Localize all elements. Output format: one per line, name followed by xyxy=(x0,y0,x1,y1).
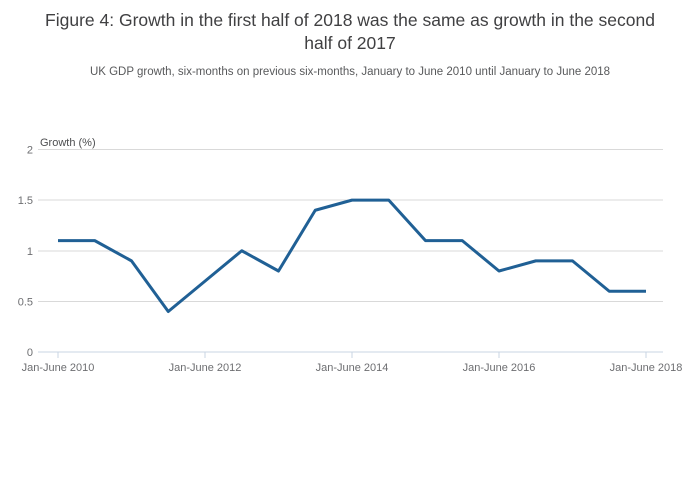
x-tick-label: Jan-June 2014 xyxy=(316,362,389,374)
y-tick-label: 0 xyxy=(27,347,33,359)
x-tick-label: Jan-June 2018 xyxy=(610,362,683,374)
x-tick-label: Jan-June 2016 xyxy=(463,362,536,374)
x-tick-label: Jan-June 2010 xyxy=(22,362,95,374)
y-tick-label: 0.5 xyxy=(18,296,33,308)
chart-header: Figure 4: Growth in the first half of 20… xyxy=(0,9,700,79)
y-tick-label: 1 xyxy=(27,246,33,258)
y-tick-label: 2 xyxy=(27,145,33,157)
chart-subtitle: UK GDP growth, six-months on previous si… xyxy=(89,66,611,78)
y-axis-label: Growth (%) xyxy=(40,137,96,149)
x-tick-label: Jan-June 2012 xyxy=(169,362,242,374)
chart-title: Figure 4: Growth in the first half of 20… xyxy=(45,10,655,53)
growth-line xyxy=(58,198,646,313)
y-tick-label: 1.5 xyxy=(18,195,33,207)
